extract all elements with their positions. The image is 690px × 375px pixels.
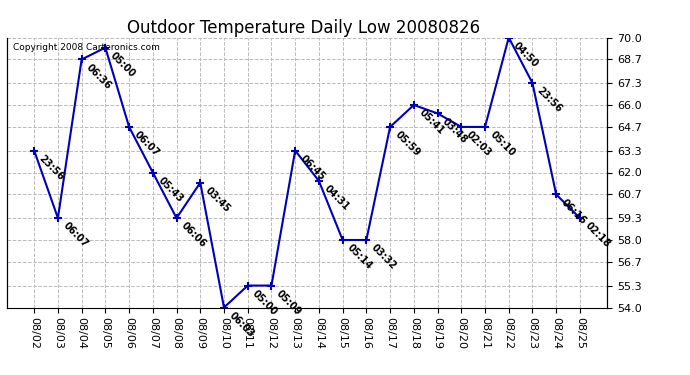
Text: 06:07: 06:07 <box>132 130 161 159</box>
Text: 02:03: 02:03 <box>464 130 493 159</box>
Text: 03:32: 03:32 <box>369 243 398 272</box>
Text: 05:00: 05:00 <box>108 50 137 80</box>
Text: 05:09: 05:09 <box>274 288 303 317</box>
Text: 06:07: 06:07 <box>61 221 90 250</box>
Text: 05:43: 05:43 <box>156 175 185 204</box>
Text: Copyright 2008 Carteronics.com: Copyright 2008 Carteronics.com <box>13 43 160 52</box>
Text: 23:56: 23:56 <box>535 86 564 115</box>
Text: 04:50: 04:50 <box>511 40 540 69</box>
Text: 06:36: 06:36 <box>84 62 113 91</box>
Text: 06:03: 06:03 <box>227 310 256 339</box>
Text: 03:48: 03:48 <box>440 116 469 145</box>
Text: 06:45: 06:45 <box>298 153 327 182</box>
Text: 23:56: 23:56 <box>37 153 66 182</box>
Text: 05:00: 05:00 <box>250 288 279 317</box>
Text: 05:41: 05:41 <box>417 108 446 137</box>
Text: 04:31: 04:31 <box>322 184 351 213</box>
Text: 06:06: 06:06 <box>179 221 208 250</box>
Text: 03:45: 03:45 <box>203 185 232 214</box>
Text: 02:18: 02:18 <box>582 221 612 250</box>
Text: 05:59: 05:59 <box>393 130 422 159</box>
Text: 05:10: 05:10 <box>488 130 517 159</box>
Text: 06:16: 06:16 <box>559 197 588 226</box>
Text: Outdoor Temperature Daily Low 20080826: Outdoor Temperature Daily Low 20080826 <box>127 19 480 37</box>
Text: 05:14: 05:14 <box>346 243 375 272</box>
